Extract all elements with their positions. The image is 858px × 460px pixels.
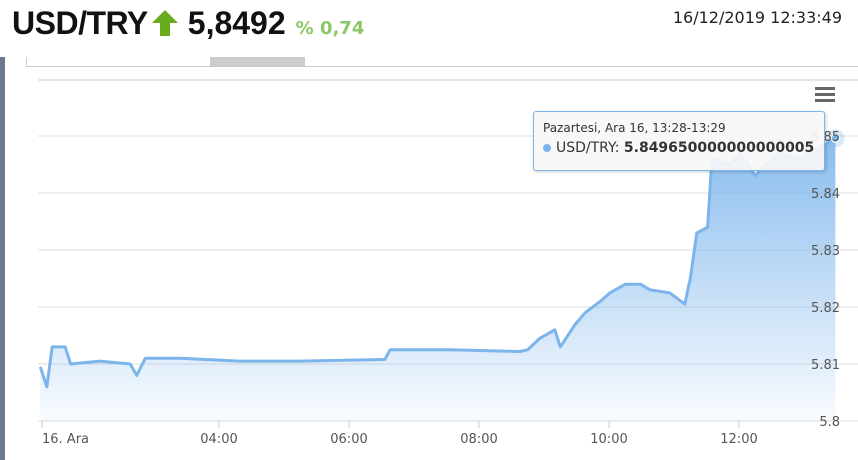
y-tick-label: 5.84 [811, 187, 840, 202]
y-tick-label: 5.81 [811, 358, 840, 373]
tab-divider [26, 66, 858, 67]
y-tick-label: 5.8 [819, 415, 840, 430]
series-dot-icon [543, 144, 551, 152]
x-tick-label: 12:00 [720, 432, 757, 447]
x-tick-label: 04:00 [200, 432, 237, 447]
tooltip-title: Pazartesi, Ara 16, 13:28-13:29 [543, 121, 726, 135]
x-tick-label: 10:00 [590, 432, 627, 447]
menu-icon[interactable] [815, 87, 835, 103]
datetime: 16/12/2019 12:33:49 [672, 8, 842, 27]
left-border [0, 57, 5, 460]
price: 5,8492 [187, 5, 286, 41]
series-area [40, 138, 836, 422]
x-tick-label: 08:00 [460, 432, 497, 447]
hover-point[interactable] [830, 133, 840, 143]
quote-header: USD/TRY 5,8492 % 0,74 [12, 4, 364, 42]
tooltip-series: USD/TRY: [556, 140, 620, 156]
change-percent: % 0,74 [295, 18, 365, 39]
range-tab[interactable] [210, 57, 305, 66]
tab-edge [26, 57, 27, 67]
tooltip-row: USD/TRY: 5.849650000000000005 [543, 140, 814, 156]
tooltip: Pazartesi, Ara 16, 13:28-13:29 USD/TRY: … [533, 111, 825, 171]
x-tick-label: 16. Ara [42, 432, 89, 447]
y-tick-label: 5.82 [811, 301, 840, 316]
arrow-up-icon [151, 10, 178, 36]
y-tick-label: 5.83 [811, 244, 840, 259]
symbol: USD/TRY [12, 5, 148, 41]
tooltip-value: 5.849650000000000005 [623, 140, 815, 156]
x-tick-label: 06:00 [330, 432, 367, 447]
